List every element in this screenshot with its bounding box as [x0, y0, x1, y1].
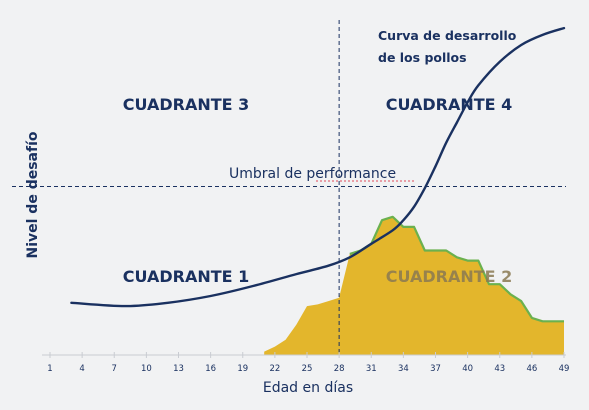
curve-label-line-2: de los pollos [378, 50, 467, 65]
x-tick-label: 46 [526, 364, 537, 374]
x-tick-label: 25 [302, 364, 313, 374]
x-tick-label: 16 [205, 364, 216, 374]
x-tick-label: 34 [398, 364, 409, 374]
x-tick-label: 10 [141, 364, 152, 374]
y-axis-label: Nivel de desafío [25, 131, 41, 258]
x-tick-label: 43 [494, 364, 505, 374]
x-tick-label: 7 [112, 364, 117, 374]
area-series-fill [264, 216, 564, 355]
x-tick-label: 37 [430, 364, 441, 374]
x-tick-label: 22 [269, 364, 280, 374]
curve-series-label: Curva de desarrollo de los pollos [378, 28, 521, 65]
x-tick-label: 13 [173, 364, 184, 374]
x-tick-label: 49 [559, 364, 570, 374]
quadrant-2-label: CUADRANTE 2 [386, 267, 513, 286]
curve-label-line-1: Curva de desarrollo [378, 28, 517, 43]
x-tick-label: 1 [47, 364, 52, 374]
x-tick-label: 19 [237, 364, 248, 374]
quadrant-1-label: CUADRANTE 1 [123, 267, 250, 286]
x-axis-label: Edad en días [263, 380, 353, 396]
area-series-edge [349, 215, 564, 323]
x-tick-label: 40 [462, 364, 473, 374]
x-tick-label: 4 [79, 364, 84, 374]
x-tick-label: 31 [366, 364, 377, 374]
quadrant-3-label: CUADRANTE 3 [123, 95, 250, 114]
threshold-label: Umbral de performance [229, 166, 396, 182]
development-curve-line [70, 26, 566, 308]
x-tick-label: 28 [334, 364, 345, 374]
quadrant-4-label: CUADRANTE 4 [386, 95, 513, 114]
